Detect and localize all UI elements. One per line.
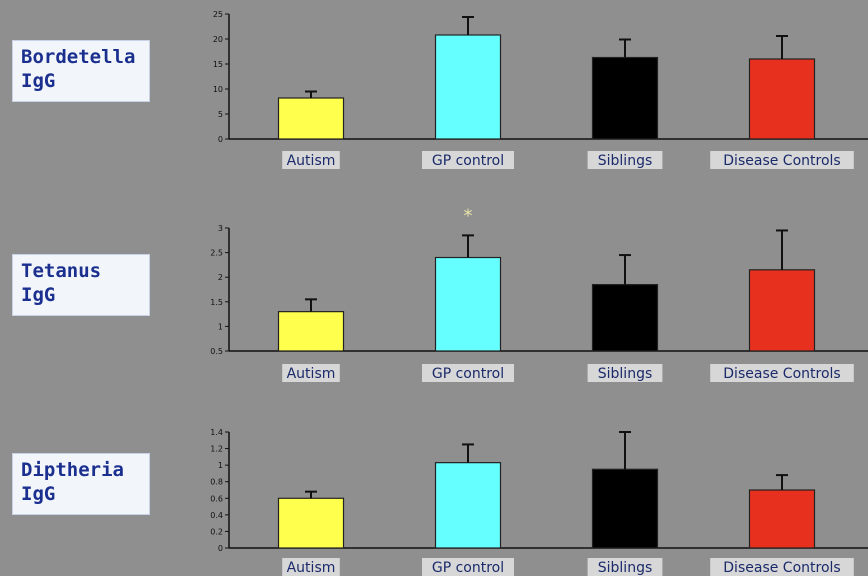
category-label-box (422, 151, 514, 169)
category-label: GP control (432, 560, 504, 576)
category-label-box (282, 151, 340, 169)
y-tick-label: 0.4 (210, 511, 223, 520)
panel-label-tetanus: Tetanus IgG (12, 254, 150, 316)
category-label-box (710, 364, 854, 382)
bar-siblings (591, 468, 659, 549)
y-tick-label: 3 (218, 224, 223, 233)
bar-autism (277, 497, 345, 549)
category-label: Autism (287, 366, 336, 382)
category-label: Siblings (598, 560, 653, 576)
y-tick-label: 2.5 (210, 249, 223, 258)
category-label-box (710, 558, 854, 576)
panel-label-line1: Tetanus (21, 260, 102, 282)
y-tick-label: 0.5 (210, 347, 223, 356)
y-tick-label: 1 (218, 322, 223, 331)
y-tick-label: 10 (213, 85, 223, 94)
y-tick-label: 1.5 (210, 298, 223, 307)
bar-gp-control (434, 462, 502, 549)
bar-autism (277, 311, 345, 352)
category-label-box (282, 364, 340, 382)
category-label-box (587, 364, 663, 382)
category-label-box (282, 558, 340, 576)
bar-gp-control (434, 256, 502, 352)
category-label: Disease Controls (723, 560, 840, 576)
category-label: Siblings (598, 366, 653, 382)
panel-label-line2: IgG (21, 483, 56, 505)
category-label-box (710, 151, 854, 169)
y-tick-label: 1.2 (210, 445, 223, 454)
bar-disease-controls (748, 489, 816, 549)
bar-disease-controls (748, 269, 816, 352)
category-label: GP control (432, 153, 504, 169)
category-label: Siblings (598, 153, 653, 169)
category-label: Disease Controls (723, 153, 840, 169)
panel-label-bordetella: Bordetella IgG (12, 40, 150, 102)
significance-marker: * (464, 205, 473, 226)
bar-autism (277, 97, 345, 140)
category-label-box (422, 364, 514, 382)
bar-siblings (591, 56, 659, 140)
y-tick-label: 25 (213, 10, 223, 19)
y-tick-label: 0.8 (210, 478, 223, 487)
category-label-box (422, 558, 514, 576)
y-tick-label: 0 (218, 544, 223, 553)
panel-label-line2: IgG (21, 70, 56, 92)
category-label-box (587, 151, 663, 169)
y-tick-label: 20 (213, 35, 223, 44)
panel-label-diptheria: Diptheria IgG (12, 453, 150, 515)
category-label-box (587, 558, 663, 576)
y-tick-label: 1 (218, 461, 223, 470)
category-label: Disease Controls (723, 366, 840, 382)
y-tick-label: 2 (218, 273, 223, 282)
panel-label-line1: Diptheria (21, 459, 124, 481)
category-label: Autism (287, 153, 336, 169)
y-tick-label: 15 (213, 60, 223, 69)
y-tick-label: 0 (218, 135, 223, 144)
y-tick-label: 5 (218, 110, 223, 119)
category-label: Autism (287, 560, 336, 576)
bar-disease-controls (748, 58, 816, 140)
y-tick-label: 0.6 (210, 494, 223, 503)
y-tick-label: 1.4 (210, 428, 223, 437)
bar-siblings (591, 283, 659, 352)
panel-label-line2: IgG (21, 284, 56, 306)
y-tick-label: 0.2 (210, 527, 223, 536)
bar-gp-control (434, 34, 502, 140)
category-label: GP control (432, 366, 504, 382)
panel-label-line1: Bordetella (21, 46, 136, 68)
